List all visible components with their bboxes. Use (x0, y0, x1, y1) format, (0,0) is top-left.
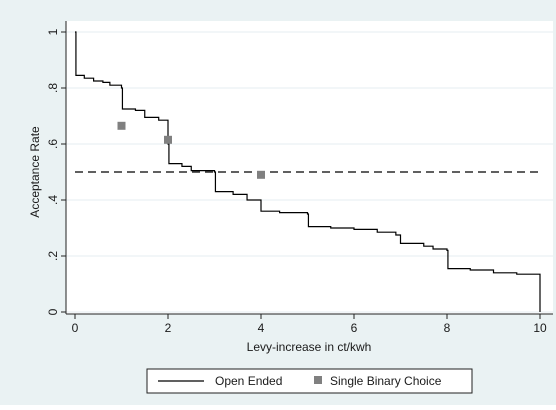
x-tick-label: 6 (351, 321, 358, 335)
x-tick-label: 4 (258, 321, 265, 335)
x-tick-label: 10 (533, 321, 547, 335)
series-group (75, 31, 541, 312)
x-axis-label: Levy-increase in ct/kwh (247, 340, 372, 354)
y-tick-label: .4 (46, 195, 60, 205)
x-tick-label: 0 (72, 321, 79, 335)
legend-label-open-ended: Open Ended (215, 374, 282, 388)
open-ended-step-line (75, 31, 541, 312)
y-axis-label: Acceptance Rate (28, 126, 42, 218)
x-tick-label: 2 (165, 321, 172, 335)
gridlines (66, 31, 553, 313)
x-tick-label: 8 (444, 321, 451, 335)
legend: Open Ended Single Binary Choice (146, 368, 473, 394)
axes: 0.2.4.6.810 2 4 6 8 10 (46, 21, 553, 335)
y-tick-label: .8 (46, 83, 60, 93)
single-binary-choice-point (117, 121, 126, 130)
axis-labels: Levy-increase in ct/kwh Acceptance Rate (28, 126, 371, 354)
legend-swatch-single-binary-choice (314, 376, 322, 384)
single-binary-choice-point (164, 135, 172, 144)
single-binary-choice-point (257, 170, 265, 179)
legend-box (146, 368, 473, 394)
y-tick-label: 0 (46, 308, 60, 315)
y-tick-label: 1 (46, 28, 60, 35)
y-tick-label: .2 (46, 251, 60, 261)
plot-area (66, 21, 553, 314)
legend-label-single-binary-choice: Single Binary Choice (330, 374, 442, 388)
y-tick-label: .6 (46, 139, 60, 149)
